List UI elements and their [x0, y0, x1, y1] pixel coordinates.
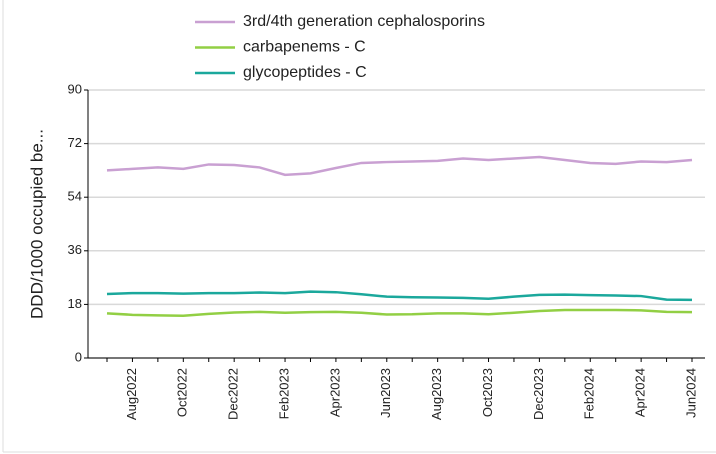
x-tick-label: Jun2024: [683, 368, 698, 418]
x-tick-label: Dec2023: [531, 368, 546, 420]
legend-label: 3rd/4th generation cephalosporins: [243, 13, 485, 30]
y-tick-label: 18: [68, 296, 82, 311]
legend-label: glycopeptides - C: [243, 64, 367, 81]
x-tick-label: Apr2024: [633, 368, 648, 417]
legend: 3rd/4th generation cephalosporins carbape…: [195, 13, 485, 81]
y-tick-label: 36: [68, 242, 82, 257]
y-tick-label: 54: [68, 189, 82, 204]
x-tick-label: Feb2023: [276, 368, 291, 419]
x-tick-label: Dec2022: [226, 368, 241, 420]
y-axis-label: DDD/1000 occupied be...: [27, 129, 46, 319]
y-tick-label: 72: [68, 135, 82, 150]
x-tick-label: Feb2024: [582, 368, 597, 419]
data-line: [106, 308, 693, 317]
legend-label: carbapenems - C: [243, 39, 366, 56]
y-tick-label: 0: [75, 349, 82, 364]
x-tick-label: Jun2023: [378, 368, 393, 418]
data-line: [106, 290, 693, 302]
x-tick-label: Oct2023: [480, 368, 495, 417]
x-tick-label: Apr2023: [327, 368, 342, 417]
x-tick-label: Oct2022: [175, 368, 190, 417]
data-line: [106, 155, 693, 177]
x-tick-label: Aug2023: [429, 368, 444, 420]
x-tick-label: Aug2022: [124, 368, 139, 420]
y-tick-label: 90: [68, 81, 82, 96]
